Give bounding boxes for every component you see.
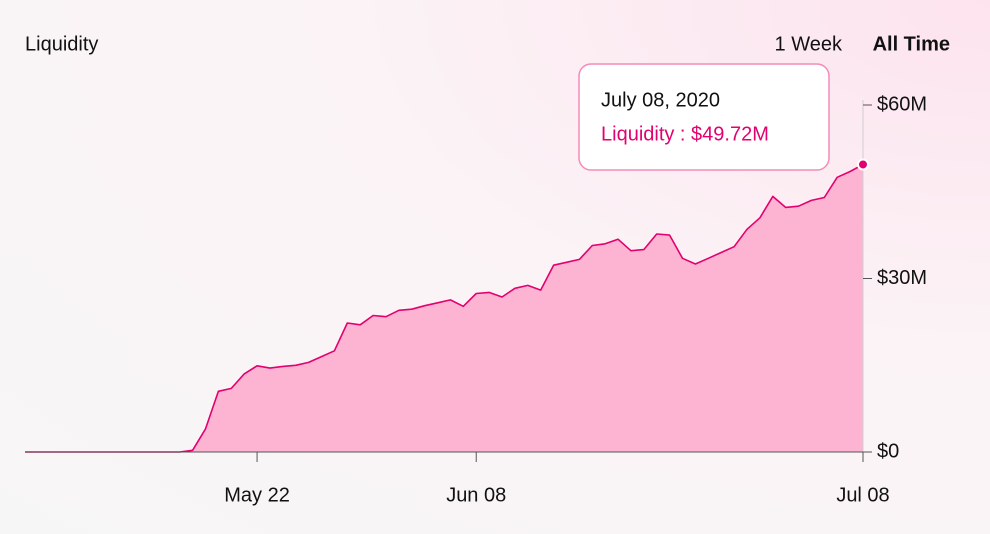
hover-point [857,158,869,171]
x-tick-label: Jul 08 [836,484,889,506]
range-button[interactable]: 1 Week [775,33,843,55]
y-tick-label: $30M [877,267,927,289]
tooltip-value: Liquidity : $49.72M [601,123,769,145]
y-tick-label: $0 [877,440,899,462]
tooltip-box [578,63,830,171]
x-tick-label: May 22 [224,484,290,506]
tooltip-date: July 08, 2020 [601,89,720,111]
chart-title: Liquidity [25,33,98,55]
tooltip: July 08, 2020 Liquidity : $49.72M [578,63,830,171]
range-button[interactable]: All Time [873,33,950,55]
area-fill [25,164,863,452]
x-tick-label: Jun 08 [446,484,506,506]
y-tick-label: $60M [877,93,927,115]
